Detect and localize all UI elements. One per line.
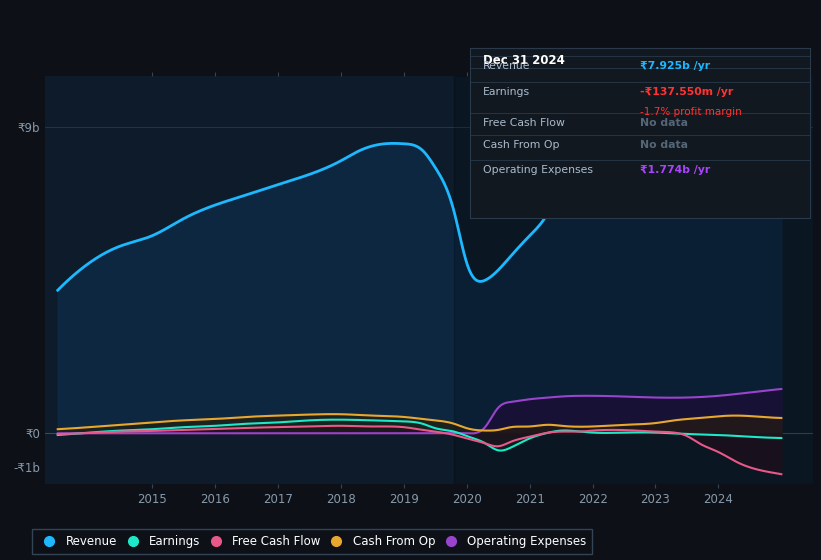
Text: Earnings: Earnings [484, 87, 530, 97]
Text: Operating Expenses: Operating Expenses [484, 165, 594, 175]
Bar [454, 76, 813, 484]
Text: No data: No data [640, 118, 688, 128]
Text: No data: No data [640, 140, 688, 150]
Text: -1.7% profit margin: -1.7% profit margin [640, 108, 741, 118]
Text: ₹7.925b /yr: ₹7.925b /yr [640, 61, 710, 71]
Text: ₹1.774b /yr: ₹1.774b /yr [640, 165, 710, 175]
Text: Revenue: Revenue [484, 61, 530, 71]
Legend: Revenue, Earnings, Free Cash Flow, Cash From Op, Operating Expenses: Revenue, Earnings, Free Cash Flow, Cash … [32, 529, 592, 554]
Text: Free Cash Flow: Free Cash Flow [484, 118, 565, 128]
Text: Dec 31 2024: Dec 31 2024 [484, 54, 565, 67]
Text: -₹137.550m /yr: -₹137.550m /yr [640, 87, 733, 97]
Text: Cash From Op: Cash From Op [484, 140, 560, 150]
